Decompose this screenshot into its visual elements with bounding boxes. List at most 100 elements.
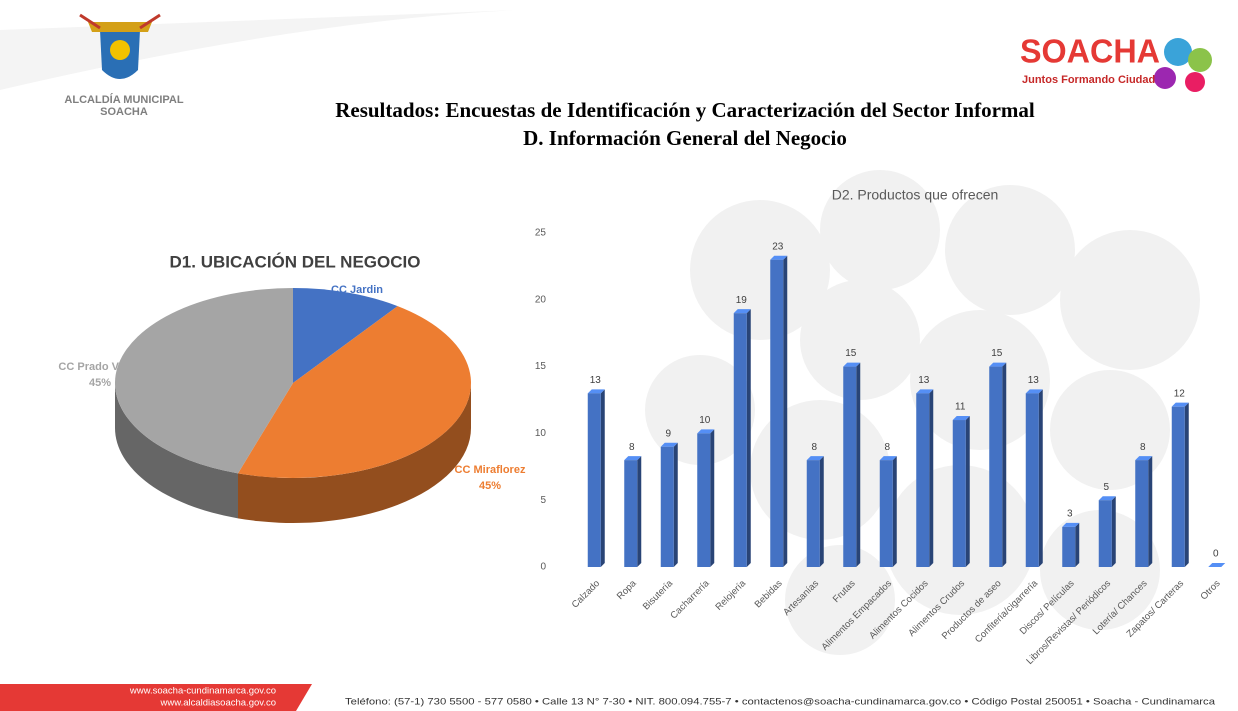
data-label: 12 xyxy=(1174,388,1186,399)
bar-top xyxy=(1171,402,1189,407)
bar xyxy=(733,309,751,567)
bar xyxy=(879,456,897,567)
bar xyxy=(916,389,934,567)
bar-front xyxy=(1135,460,1149,567)
data-label: 15 xyxy=(845,348,857,359)
bar-side xyxy=(1184,402,1189,567)
data-label: 15 xyxy=(991,348,1003,359)
data-label: 8 xyxy=(884,442,890,453)
bar xyxy=(1098,496,1116,567)
x-tick-label: Bebidas xyxy=(753,578,785,610)
bar-top xyxy=(879,456,897,461)
logo-slogan: Juntos Formando Ciudad xyxy=(1022,74,1155,86)
bar-front xyxy=(1171,406,1185,567)
bar xyxy=(1062,522,1080,567)
data-label: 5 xyxy=(1103,482,1109,493)
bar-top xyxy=(1135,456,1153,461)
chart-title: D1. UBICACIÓN DEL NEGOCIO xyxy=(170,252,421,271)
bar-front xyxy=(843,366,857,567)
bar-front xyxy=(770,259,784,567)
pie-slice-side xyxy=(237,383,471,523)
data-label: 13 xyxy=(918,375,930,386)
footer-contact: Teléfono: (57-1) 730 5500 - 577 0580 • C… xyxy=(345,697,1216,708)
bar-front xyxy=(1062,526,1076,567)
bar-top xyxy=(587,389,605,394)
bar-side xyxy=(856,362,861,567)
data-label: 3 xyxy=(1067,509,1073,520)
bar xyxy=(1135,456,1153,567)
bar-side xyxy=(600,389,605,567)
x-tick-label: Calzado xyxy=(570,578,602,610)
bar-front xyxy=(916,393,930,567)
bar-top xyxy=(952,416,970,421)
page-subtitle: D. Información General del Negocio xyxy=(523,126,847,150)
bar-side xyxy=(783,255,788,567)
left-logo: ALCALDÍA MUNICIPAL SOACHA xyxy=(64,13,184,118)
bar-side xyxy=(819,456,824,567)
pie-slice xyxy=(237,306,471,479)
footer-website: www.alcaldiasoacha.gov.co xyxy=(160,698,276,709)
bar-top xyxy=(1062,522,1080,527)
chart-title: D2. Productos que ofrecen xyxy=(832,187,999,203)
bar-side xyxy=(1038,389,1043,567)
footer: www.soacha-cundinamarca.gov.co www.alcal… xyxy=(0,684,1216,711)
bar-front xyxy=(660,446,674,567)
data-label: 0 xyxy=(1213,549,1219,560)
bar-side xyxy=(746,309,751,567)
data-label: 13 xyxy=(590,375,602,386)
bar-front xyxy=(587,393,601,567)
y-tick-label: 10 xyxy=(535,428,547,439)
bar-side xyxy=(1111,496,1116,567)
x-tick-label: Cacharrería xyxy=(668,578,712,622)
bar-top xyxy=(733,309,751,314)
bar-top xyxy=(806,456,824,461)
bar xyxy=(1171,402,1189,567)
y-tick-label: 20 xyxy=(535,294,547,305)
bar-side xyxy=(1148,456,1153,567)
bar-top xyxy=(1098,496,1116,501)
data-label: 10 xyxy=(699,415,711,426)
data-label-value: 45% xyxy=(479,480,501,492)
logo-text: ALCALDÍA MUNICIPAL xyxy=(64,93,183,106)
bar-top xyxy=(989,362,1007,367)
bar-top xyxy=(916,389,934,394)
data-label: 8 xyxy=(811,442,817,453)
bar-front xyxy=(1025,393,1039,567)
y-tick-label: 0 xyxy=(540,562,546,573)
bar-top xyxy=(1025,389,1043,394)
bar-top xyxy=(843,362,861,367)
bar-front xyxy=(733,313,747,567)
bar-top xyxy=(770,255,788,260)
bar-side xyxy=(892,456,897,567)
bar-front xyxy=(989,366,1003,567)
x-tick-label: Ropa xyxy=(615,578,639,602)
data-label: 9 xyxy=(665,428,671,439)
bar-side xyxy=(965,416,970,567)
y-tick-label: 5 xyxy=(540,495,546,506)
y-tick-label: 25 xyxy=(535,228,547,239)
x-tick-label: Relojería xyxy=(713,578,748,613)
footer-website: www.soacha-cundinamarca.gov.co xyxy=(129,686,276,697)
y-tick-label: 15 xyxy=(535,361,547,372)
data-label-name: CC Miraflorez xyxy=(455,464,526,476)
pie-slice xyxy=(115,288,294,474)
bar-front xyxy=(624,460,638,567)
pie-slice-side xyxy=(114,383,238,519)
bar-front xyxy=(806,460,820,567)
bar xyxy=(952,416,970,567)
bar-side xyxy=(673,442,678,567)
bar xyxy=(660,442,678,567)
page-title: Resultados: Encuestas de Identificación … xyxy=(335,98,1035,122)
bar-front xyxy=(697,433,711,567)
x-tick-label: Bisutería xyxy=(641,578,676,613)
bar xyxy=(843,362,861,567)
logo-name: SOACHA xyxy=(1020,33,1160,70)
pie-slice xyxy=(293,288,398,383)
bar-top xyxy=(624,456,642,461)
data-label-value: 45% xyxy=(89,377,111,389)
bar-front xyxy=(879,460,893,567)
data-label: 19 xyxy=(736,295,748,306)
bar-side xyxy=(710,429,715,567)
